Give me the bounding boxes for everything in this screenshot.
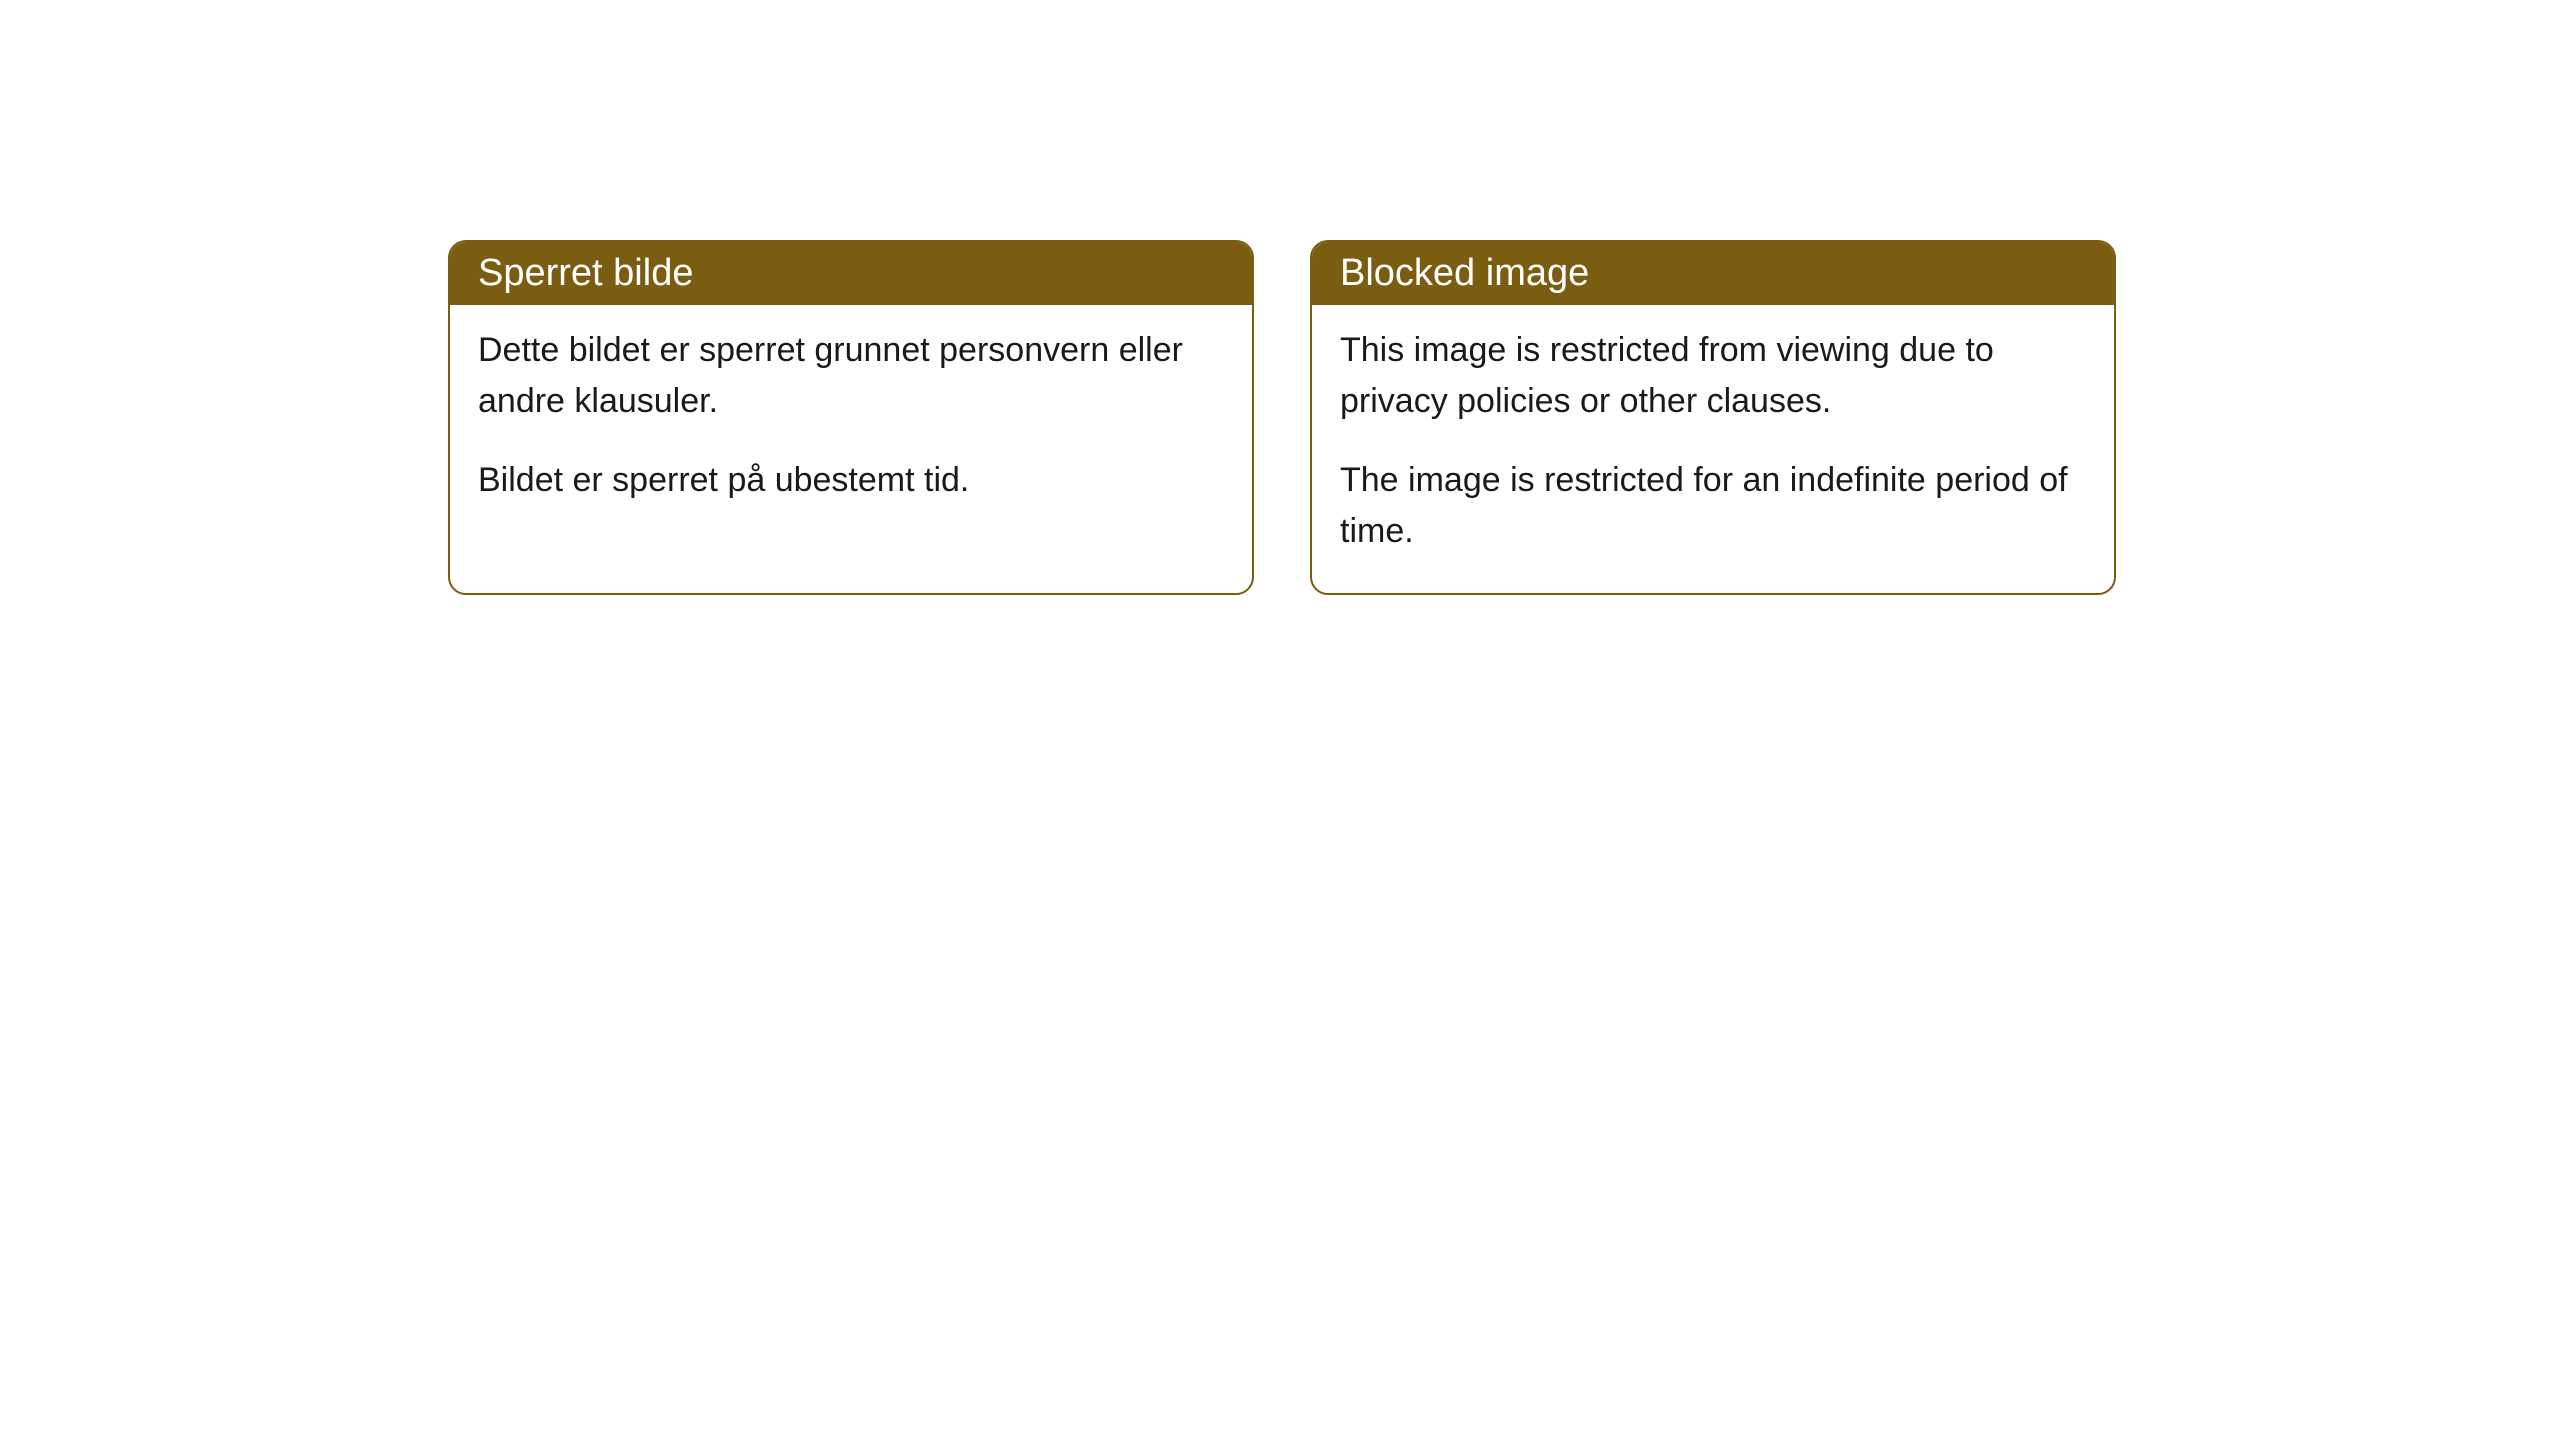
- card-paragraph-2-english: The image is restricted for an indefinit…: [1340, 455, 2086, 557]
- card-paragraph-2-norwegian: Bildet er sperret på ubestemt tid.: [478, 455, 1224, 506]
- notice-card-english: Blocked image This image is restricted f…: [1310, 240, 2116, 595]
- card-title-english: Blocked image: [1340, 252, 1589, 294]
- card-body-norwegian: Dette bildet er sperret grunnet personve…: [450, 305, 1252, 542]
- card-body-english: This image is restricted from viewing du…: [1312, 305, 2114, 593]
- card-header-norwegian: Sperret bilde: [450, 242, 1252, 305]
- card-header-english: Blocked image: [1312, 242, 2114, 305]
- card-title-norwegian: Sperret bilde: [478, 252, 693, 294]
- card-paragraph-1-norwegian: Dette bildet er sperret grunnet personve…: [478, 325, 1224, 427]
- notice-card-norwegian: Sperret bilde Dette bildet er sperret gr…: [448, 240, 1254, 595]
- card-paragraph-1-english: This image is restricted from viewing du…: [1340, 325, 2086, 427]
- notice-container: Sperret bilde Dette bildet er sperret gr…: [448, 240, 2116, 595]
